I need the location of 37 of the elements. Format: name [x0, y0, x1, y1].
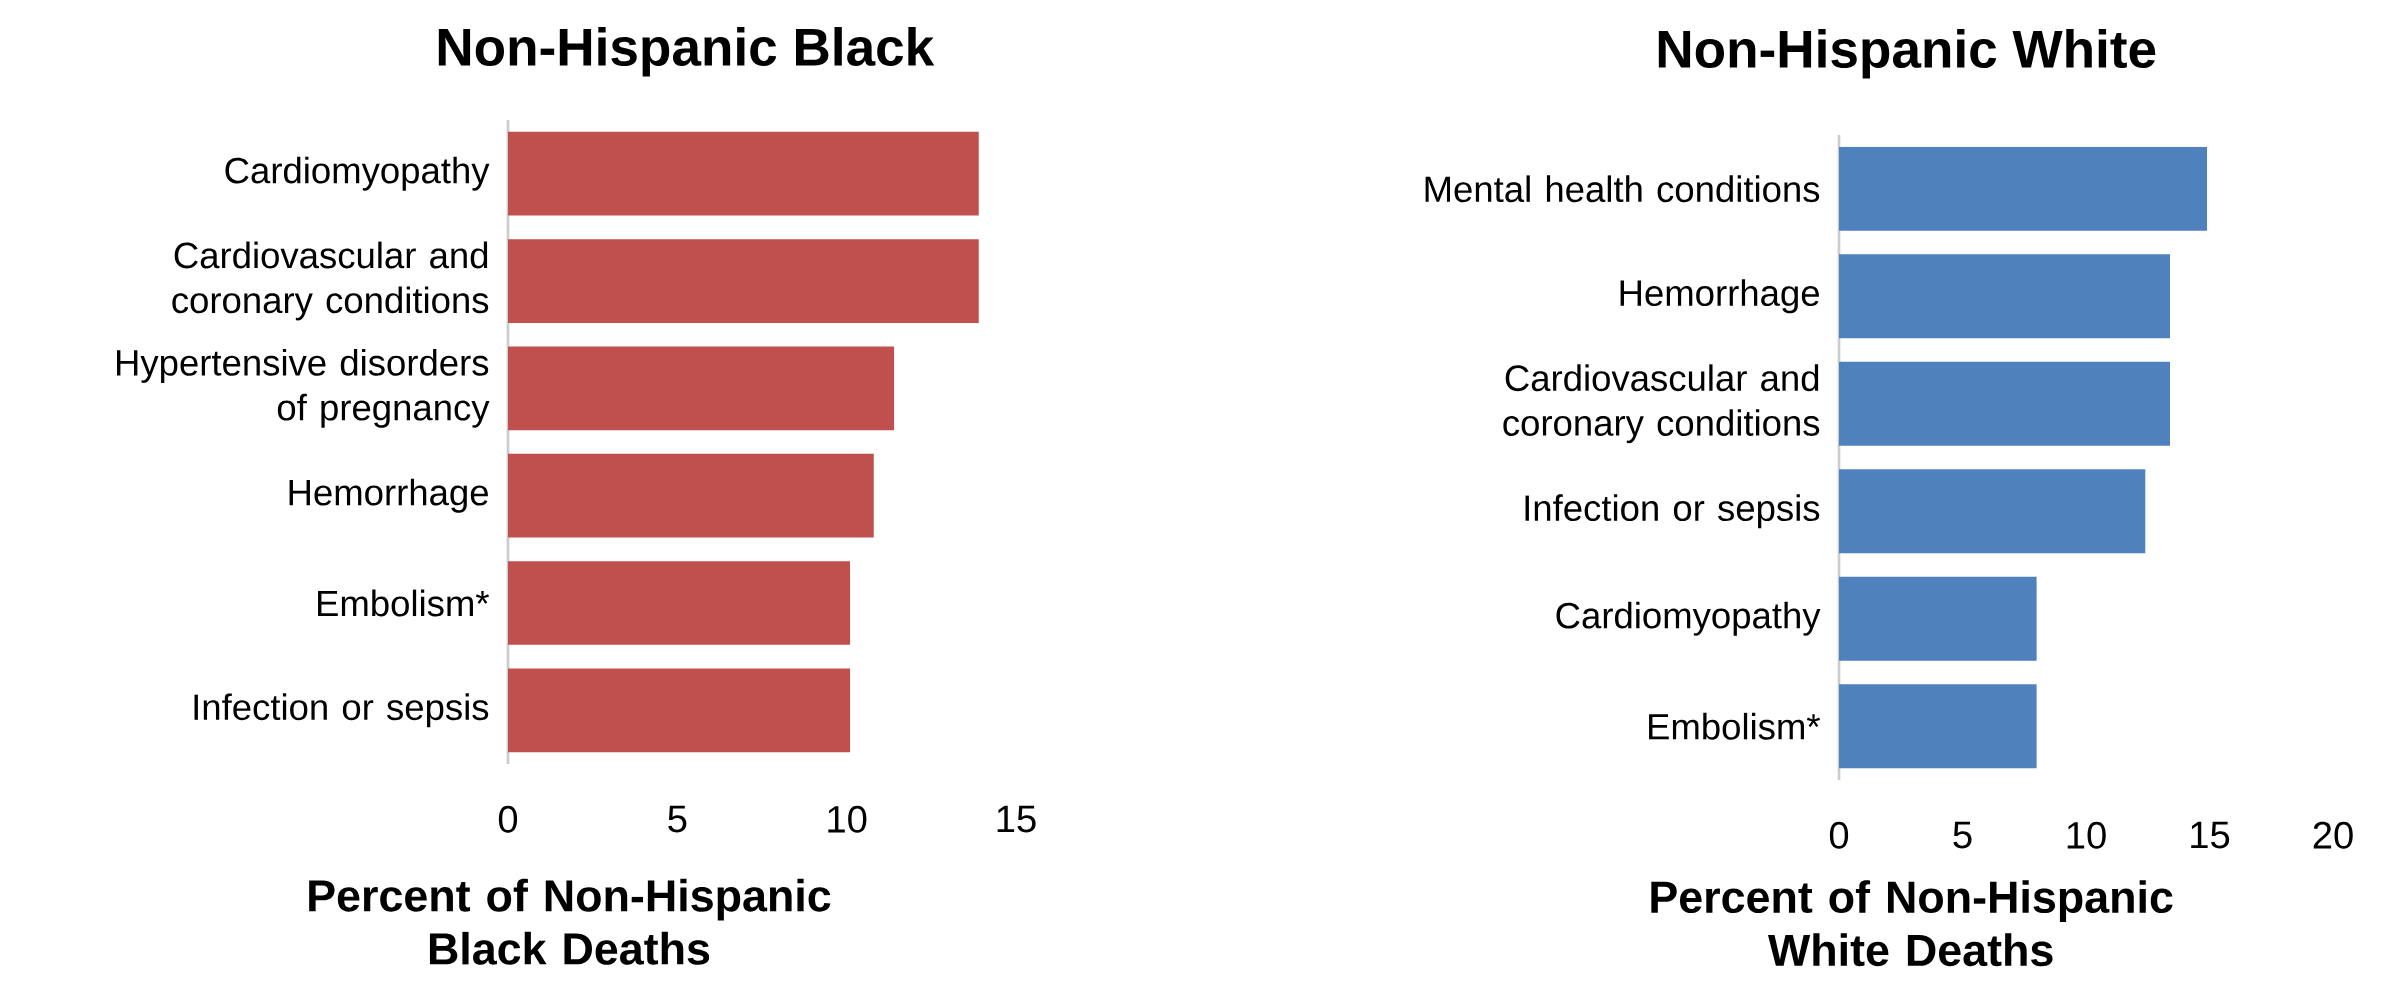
y-tick-label: Cardiovascular and coronary conditions [1503, 364, 1820, 444]
bar [1839, 146, 2208, 231]
bar [507, 346, 895, 431]
y-tick-label: Mental health conditions [1425, 175, 1820, 203]
x-tick-label: 5 [1953, 821, 1972, 849]
bar [507, 668, 851, 753]
y-tick-label: Hypertensive disorders of pregnancy [117, 348, 490, 428]
x-tick-label: 0 [1829, 821, 1849, 849]
bar [507, 239, 979, 323]
x-tick-label: 0 [498, 805, 518, 833]
bar [1839, 361, 2170, 446]
x-tick-label: 20 [2313, 821, 2353, 849]
bar [1839, 469, 2146, 554]
y-tick-label: Cardiovascular and coronary conditions [172, 241, 489, 321]
y-tick-label: Cardiomyopathy [1556, 601, 1821, 636]
x-axis-title: Percent of Non-Hispanic White Deaths [1651, 880, 2173, 967]
chart-title: Non-Hispanic White [1658, 29, 2156, 79]
y-tick-label: Infection or sepsis [194, 693, 489, 728]
x-tick-label: 10 [828, 805, 867, 833]
y-tick-label: Hemorrhage [289, 478, 488, 513]
x-axis-title: Percent of Non-Hispanic Black Deaths [309, 878, 831, 965]
y-tick-label: Infection or sepsis [1525, 494, 1820, 529]
x-tick-label: 15 [2191, 821, 2230, 849]
bar [1839, 576, 2037, 661]
x-tick-label: 15 [997, 805, 1036, 833]
bar [507, 561, 851, 645]
y-tick-label: Cardiomyopathy [225, 156, 490, 191]
x-tick-label: 10 [2067, 821, 2106, 849]
chart-title: Non-Hispanic Black [438, 27, 935, 77]
y-tick-label: Embolism* [318, 589, 489, 617]
y-tick-label: Embolism* [1649, 712, 1821, 740]
x-tick-label: 5 [668, 805, 687, 833]
bar [1839, 254, 2170, 339]
y-tick-label: Hemorrhage [1620, 279, 1819, 314]
bar [1839, 684, 2037, 769]
bar [507, 131, 979, 216]
bar [507, 453, 874, 538]
